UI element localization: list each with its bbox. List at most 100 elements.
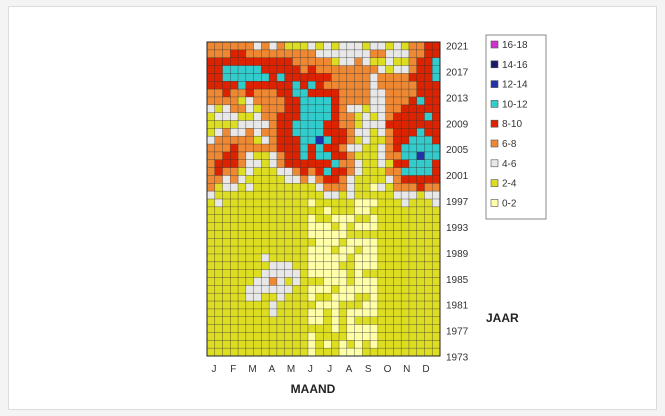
heatmap-cell xyxy=(408,112,418,121)
heatmap-cell xyxy=(416,49,425,59)
heatmap-cell xyxy=(346,324,355,333)
heatmap-cell xyxy=(315,136,324,145)
heatmap-cell xyxy=(230,49,239,59)
heatmap-cell xyxy=(261,42,270,51)
heatmap-cell xyxy=(339,285,348,294)
heatmap-cell xyxy=(300,324,309,333)
x-tick-label: F xyxy=(230,364,236,375)
heatmap-cell xyxy=(377,73,387,82)
heatmap-cell xyxy=(292,65,301,74)
heatmap-cell xyxy=(408,261,418,271)
heatmap-cell xyxy=(245,49,254,59)
heatmap-cell xyxy=(401,261,410,271)
heatmap-cell xyxy=(261,65,270,74)
y-tick-label: 2005 xyxy=(446,145,469,156)
heatmap-cell xyxy=(416,167,425,176)
heatmap-cell xyxy=(292,151,301,161)
heatmap-cell xyxy=(416,183,425,192)
heatmap-cell xyxy=(207,65,216,74)
heatmap-cell xyxy=(354,214,363,223)
heatmap-cell xyxy=(362,324,371,333)
heatmap-cell xyxy=(370,191,379,200)
x-tick-label: M xyxy=(248,364,256,375)
heatmap-cell xyxy=(416,222,425,231)
heatmap-cell xyxy=(292,128,301,137)
heatmap-cell xyxy=(339,144,348,153)
heatmap-cell xyxy=(238,191,247,200)
heatmap-cell xyxy=(408,49,418,59)
heatmap-cell xyxy=(346,246,355,255)
heatmap-cell xyxy=(315,332,324,341)
heatmap-cell xyxy=(276,49,286,59)
heatmap-cell xyxy=(307,42,317,51)
x-tick-label: O xyxy=(384,364,392,375)
heatmap-cell xyxy=(346,175,355,184)
heatmap-cell xyxy=(230,89,239,98)
heatmap-cell xyxy=(416,136,425,145)
legend-swatch xyxy=(490,119,499,128)
heatmap-cell xyxy=(401,175,410,184)
heatmap-cell xyxy=(331,42,340,51)
heatmap-cell xyxy=(261,214,270,223)
heatmap-cell xyxy=(331,246,340,255)
legend-swatch xyxy=(490,199,499,207)
heatmap-cell xyxy=(245,151,254,161)
heatmap-cell xyxy=(393,222,402,231)
heatmap-cell xyxy=(269,104,278,114)
heatmap-cell xyxy=(354,175,363,184)
heatmap-cell xyxy=(354,348,363,357)
heatmap-cell xyxy=(245,301,254,310)
heatmap-cell xyxy=(408,81,418,90)
heatmap-cell xyxy=(315,277,324,286)
heatmap-cell xyxy=(245,293,254,302)
heatmap-cell xyxy=(230,238,239,247)
y-tick-label: 2001 xyxy=(446,171,469,182)
heatmap-cell xyxy=(401,238,410,247)
heatmap-cell xyxy=(432,308,441,318)
heatmap-cell xyxy=(307,159,317,168)
heatmap-cell xyxy=(424,57,433,66)
heatmap-cell xyxy=(385,308,394,318)
heatmap-cell xyxy=(214,238,223,247)
heatmap-cell xyxy=(377,332,387,341)
heatmap-cell xyxy=(331,65,340,74)
heatmap-cell xyxy=(408,42,418,51)
heatmap-cell xyxy=(315,246,324,255)
y-tick-label: 1993 xyxy=(446,223,469,234)
heatmap-cell xyxy=(300,159,309,168)
heatmap-cell xyxy=(292,316,301,325)
heatmap-cell xyxy=(393,136,402,145)
heatmap-cell xyxy=(230,42,239,51)
heatmap-cell xyxy=(207,222,216,231)
heatmap-cell xyxy=(362,222,371,231)
heatmap-cell xyxy=(354,136,363,145)
heatmap-cell xyxy=(300,73,309,82)
heatmap-cell xyxy=(401,316,410,325)
heatmap-cell xyxy=(207,151,216,161)
heatmap-cell xyxy=(253,65,262,74)
heatmap-cell xyxy=(230,159,239,168)
heatmap-cell xyxy=(300,120,309,129)
heatmap-cell xyxy=(245,65,254,74)
heatmap-cell xyxy=(300,49,309,59)
heatmap-cell xyxy=(331,183,340,192)
heatmap-cell xyxy=(416,175,425,184)
heatmap-cell xyxy=(424,230,433,239)
heatmap-cell xyxy=(339,167,348,176)
heatmap-cell xyxy=(401,230,410,239)
heatmap-cell xyxy=(300,65,309,74)
heatmap-cell xyxy=(385,136,394,145)
heatmap-cell xyxy=(276,120,286,129)
heatmap-cell xyxy=(214,293,223,302)
heatmap-cell xyxy=(214,81,223,90)
heatmap-cell xyxy=(408,293,418,302)
heatmap-cell xyxy=(393,269,402,278)
heatmap-cell xyxy=(370,104,379,114)
heatmap-cell xyxy=(354,293,363,302)
heatmap-cell xyxy=(416,332,425,341)
heatmap-cell xyxy=(269,96,278,106)
heatmap-cell xyxy=(393,65,402,74)
heatmap-cell xyxy=(284,348,293,357)
heatmap-cell xyxy=(323,89,332,98)
heatmap-cell xyxy=(245,81,254,90)
